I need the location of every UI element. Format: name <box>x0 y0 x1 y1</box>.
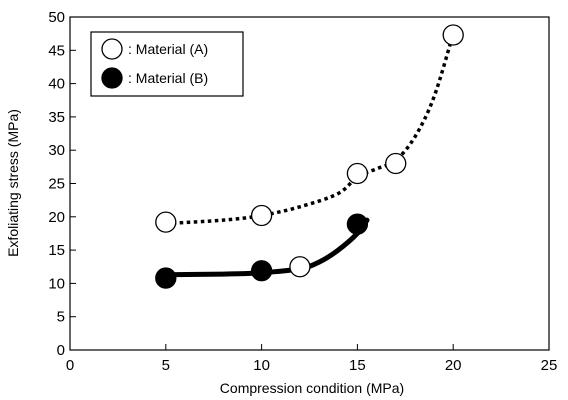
data-point-material-a <box>385 152 407 175</box>
legend-label-material-a: : Material (A) <box>128 41 208 57</box>
y-tick-label: 40 <box>48 76 65 93</box>
legend-label-material-b: : Material (B) <box>128 70 208 86</box>
y-tick-label: 50 <box>48 9 65 26</box>
x-tick-label: 25 <box>541 357 558 374</box>
y-tick-label: 45 <box>48 42 65 59</box>
y-tick-label: 25 <box>48 176 65 193</box>
data-point-material-b <box>250 260 273 282</box>
data-markers <box>155 24 464 289</box>
x-tick-label: 10 <box>253 357 270 374</box>
x-tick-label: 15 <box>349 357 366 374</box>
legend-marker-material-b <box>101 67 123 89</box>
y-tick-label: 15 <box>48 242 65 259</box>
x-axis-ticks: 0 5 10 15 20 25 <box>66 344 558 374</box>
y-tick-label: 30 <box>48 142 65 159</box>
x-tick-label: 5 <box>162 357 170 374</box>
y-axis-ticks: 0 5 10 15 20 25 30 35 40 45 50 <box>48 9 76 359</box>
y-tick-label: 5 <box>57 309 65 326</box>
x-tick-label: 20 <box>445 357 462 374</box>
data-point-material-a <box>289 256 311 278</box>
data-point-material-a <box>442 24 464 46</box>
trend-line-material-b <box>163 217 370 278</box>
data-point-material-a <box>250 204 273 227</box>
legend: : Material (A) : Material (B) <box>90 31 244 97</box>
data-point-material-a <box>346 162 369 185</box>
y-axis-label: Exfoliating stress (MPa) <box>5 109 21 257</box>
x-tick-label: 0 <box>66 357 74 374</box>
x-axis-label: Compression condition (MPa) <box>220 380 404 396</box>
data-point-material-b <box>155 267 177 289</box>
data-point-material-b <box>346 213 369 235</box>
data-point-material-a <box>155 211 177 233</box>
plot-frame <box>69 16 550 351</box>
y-tick-label: 20 <box>48 209 65 226</box>
y-tick-label: 0 <box>57 342 65 359</box>
legend-marker-material-a <box>101 38 123 60</box>
y-tick-label: 10 <box>48 275 65 292</box>
y-tick-label: 35 <box>48 109 65 126</box>
